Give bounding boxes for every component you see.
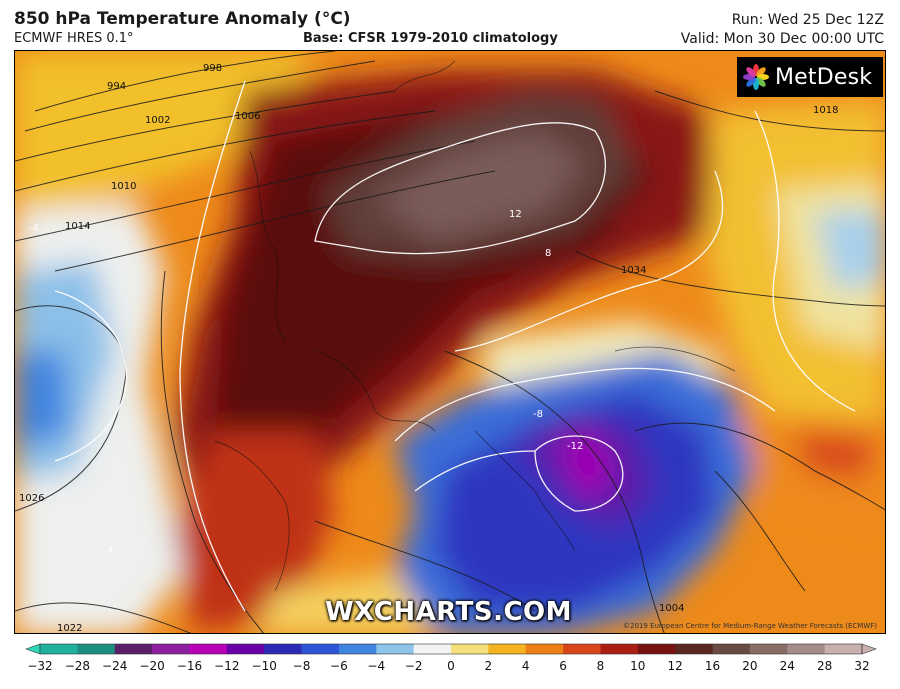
model-name: ECMWF HRES 0.1° <box>14 31 134 46</box>
colorbar-segment <box>525 644 564 654</box>
colorbar-segment <box>787 644 826 654</box>
colorbar-segment <box>749 644 788 654</box>
isobar-label-1014: 1014 <box>65 221 90 232</box>
colorbar-tick-label: −16 <box>176 659 203 673</box>
colorbar-tick-label: −4 <box>367 659 386 673</box>
colorbar-segment <box>637 644 676 654</box>
chart-title: 850 hPa Temperature Anomaly (°C) <box>14 9 351 29</box>
isobar-label-1004: 1004 <box>659 603 684 614</box>
isobar-label-1034: 1034 <box>621 265 646 276</box>
colorbar-tick-label: −24 <box>102 659 128 673</box>
isobar-label-1026: 1026 <box>19 493 44 504</box>
colorbar-tick-label: −2 <box>404 659 423 673</box>
metdesk-logo-text: MetDesk <box>775 64 873 90</box>
anomaly-label-minus8: -8 <box>533 409 543 420</box>
colorbar-segment <box>152 644 190 654</box>
colorbar-segment <box>413 644 452 654</box>
isobar-label-998: 998 <box>203 63 222 74</box>
colorbar-segment <box>226 644 265 654</box>
climatology-base: Base: CFSR 1979-2010 climatology <box>303 31 558 46</box>
colorbar-tick-label: −12 <box>214 659 240 673</box>
colorbar-segment <box>824 644 863 654</box>
isobar-label-994: 994 <box>107 81 126 92</box>
colorbar-segment <box>451 644 489 654</box>
isobar-label-1006: 1006 <box>235 111 260 122</box>
colorbar-tick-label: −28 <box>64 659 91 673</box>
colorbar-segment <box>189 644 228 654</box>
valid-time: Valid: Mon 30 Dec 00:00 UTC <box>680 31 884 47</box>
isobar-label-1002: 1002 <box>145 115 170 126</box>
colorbar-tick-label: −6 <box>330 659 348 673</box>
map-canvas: 994 998 1002 1006 1010 1014 1018 1026 10… <box>15 51 885 634</box>
isobar-label-1022: 1022 <box>57 623 82 634</box>
colorbar-segment <box>114 644 153 654</box>
colorbar-tick-label: 10 <box>630 659 646 673</box>
colorbar-tick-label: −8 <box>292 659 311 673</box>
colorbar-segment <box>301 644 340 654</box>
anomaly-label-4: 4 <box>107 545 113 556</box>
colorbar-tick-label: 20 <box>742 659 758 673</box>
colorbar-segment <box>600 644 639 654</box>
colorbar-segment <box>338 644 377 654</box>
colorbar-segment <box>675 644 714 654</box>
colorbar-tick-label: −20 <box>139 659 165 673</box>
colorbar-tick-labels: −32 −28 −24 −20 −16 −12 −10 −8 −6 −4 −2 0 2 4 6 8 10 12 16… <box>0 659 900 679</box>
colorbar-tick-label: 0 <box>447 659 455 673</box>
metdesk-logo: MetDesk <box>737 57 883 97</box>
anomaly-label-12: 12 <box>509 209 522 220</box>
colorbar-min-arrow <box>25 643 41 655</box>
metdesk-flower-icon <box>743 64 769 90</box>
colorbar: −32 −28 −24 −20 −16 −12 −10 −8 −6 −4 −2 0 2 4 6 8 10 12 16… <box>0 640 900 689</box>
colorbar-segment <box>40 644 78 654</box>
colorbar-tick-label: 12 <box>667 659 683 673</box>
colorbar-tick-label: 28 <box>816 659 833 673</box>
colorbar-segment <box>264 644 303 654</box>
chart-header: 850 hPa Temperature Anomaly (°C) ECMWF H… <box>0 0 900 50</box>
isobar-label-1018: 1018 <box>813 105 838 116</box>
colorbar-segment <box>376 644 415 654</box>
anomaly-label-8: 8 <box>545 248 551 259</box>
anomaly-label-minus4: -4 <box>29 223 39 234</box>
colorbar-tick-label: 2 <box>484 659 493 673</box>
colorbar-max-arrow <box>861 643 877 655</box>
colorbar-segment <box>563 644 601 654</box>
colorbar-tick-label: 16 <box>704 659 721 673</box>
colorbar-segment <box>488 644 527 654</box>
colorbar-tick-label: −32 <box>27 659 53 673</box>
anomaly-label-minus12: -12 <box>567 441 583 452</box>
wxcharts-watermark: WXCHARTS.COM <box>325 597 573 627</box>
colorbar-tick-label: 32 <box>854 659 870 673</box>
colorbar-tick-label: 4 <box>521 659 530 673</box>
colorbar-tick-label: 8 <box>596 659 605 673</box>
anomaly-map: 994 998 1002 1006 1010 1014 1018 1026 10… <box>14 50 886 634</box>
isobar-label-1010: 1010 <box>111 181 136 192</box>
colorbar-tick-label: 6 <box>559 659 567 673</box>
colorbar-segment <box>77 644 116 654</box>
colorbar-tick-label: −10 <box>251 659 277 673</box>
colorbar-tick-label: 24 <box>779 659 795 673</box>
colorbar-strip <box>25 643 877 655</box>
copyright-notice: ©2019 European Centre for Medium-Range W… <box>623 622 877 630</box>
colorbar-segment <box>712 644 751 654</box>
run-time: Run: Wed 25 Dec 12Z <box>731 12 884 28</box>
